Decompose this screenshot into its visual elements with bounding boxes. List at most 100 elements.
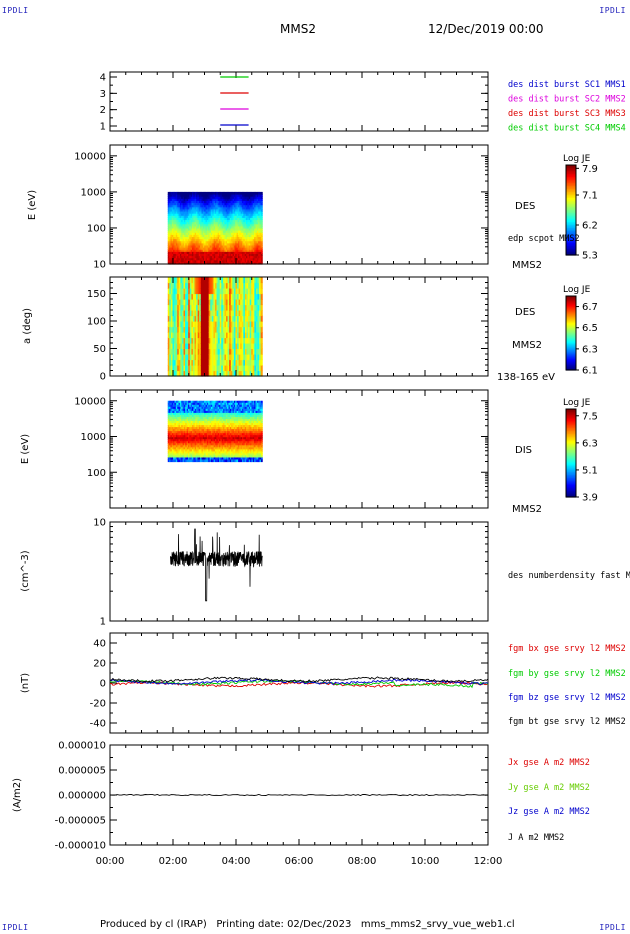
des-pitch-cell — [188, 348, 191, 355]
des-pitch-cell — [246, 310, 249, 317]
des-energy-cell — [235, 234, 238, 238]
des-pitch-cell — [248, 326, 251, 333]
des-energy-cell — [198, 227, 201, 231]
des-energy-cell — [232, 210, 235, 214]
dis-energy-cell — [204, 429, 207, 432]
des-energy-cell — [223, 225, 225, 229]
des-pitch-cell — [199, 370, 202, 377]
dis-energy-cell — [190, 410, 193, 414]
des-pitch-cell — [189, 343, 192, 350]
dis-energy-cell — [171, 416, 174, 420]
des-pitch-cell — [244, 326, 247, 333]
des-energy-cell — [248, 261, 251, 265]
des-energy-cell — [189, 206, 192, 210]
des-pitch-cell — [192, 299, 196, 306]
des-energy-cell — [188, 238, 190, 242]
des-energy-cell — [247, 221, 250, 225]
des-energy-cell — [174, 251, 177, 254]
des-energy-cell — [170, 240, 173, 244]
dis-energy-cell — [170, 429, 173, 432]
dis-energy-cell — [197, 423, 200, 426]
des-energy-cell — [256, 198, 259, 201]
des-energy-cell — [213, 208, 216, 212]
des-energy-cell — [242, 257, 244, 261]
des-energy-cell — [209, 259, 212, 263]
dis-energy-cell — [201, 423, 204, 426]
des-pitch-cell — [202, 370, 205, 377]
des-pitch-cell — [177, 370, 180, 377]
dis-energy-cell — [210, 406, 213, 410]
dis-energy-cell — [169, 416, 171, 420]
des-energy-cell — [246, 244, 248, 248]
des-energy-cell — [205, 257, 208, 261]
des-pitch-cell — [237, 365, 240, 372]
des-energy-cell — [171, 221, 174, 225]
des-energy-cell — [231, 227, 234, 231]
des-energy-cell — [247, 210, 250, 214]
dis-energy-cell — [183, 455, 186, 459]
des-pitch-colorbar-cell — [566, 346, 576, 349]
des-energy-cell — [232, 204, 235, 208]
des-energy-cell — [188, 251, 190, 254]
des-energy-cell — [252, 247, 255, 250]
des-energy-cell — [240, 236, 243, 240]
dis-energy-cell — [183, 431, 186, 434]
des-energy-cell — [227, 196, 229, 199]
dis-energy-cell — [198, 439, 201, 442]
des-energy-cell — [260, 230, 263, 233]
des-pitch-colorbar-cell — [566, 347, 576, 350]
des-pitch-cell — [178, 315, 181, 322]
des-pitch-cell — [257, 304, 260, 311]
dis-energy-cell — [204, 404, 207, 408]
des-energy-cell — [258, 206, 261, 210]
des-energy-cell — [198, 200, 201, 204]
des-energy-cell — [220, 242, 223, 246]
dis-energy-cell — [171, 414, 174, 418]
des-pitch-cell — [211, 365, 214, 372]
des-energy-cell — [179, 232, 182, 235]
des-pitch-cell — [189, 288, 192, 295]
des-energy-cell — [178, 257, 181, 261]
des-pitch-cell — [238, 337, 241, 344]
dis-energy-cell — [169, 414, 171, 418]
des-pitch-cell — [194, 332, 197, 339]
dis-energy-cell — [167, 412, 170, 416]
des-energy-cell — [182, 234, 185, 238]
des-energy-cell — [169, 244, 171, 248]
des-energy-cell — [181, 230, 184, 233]
des-energy-cell — [242, 213, 244, 216]
dis-energy-cell — [192, 423, 194, 426]
des-energy-cell — [258, 232, 261, 235]
dis-energy-cell — [210, 431, 213, 434]
dis-energy-cell — [208, 441, 211, 444]
des-energy-cell — [219, 257, 221, 261]
des-energy-cell — [209, 206, 212, 210]
des-pitch-cell — [213, 359, 216, 366]
des-energy-cell — [260, 196, 263, 199]
dis-energy-cell — [171, 451, 174, 454]
dis-energy-cell — [169, 441, 171, 444]
des-energy-cell — [202, 259, 205, 263]
dis-energy-cell — [202, 435, 205, 438]
des-energy-cell — [206, 208, 209, 212]
dis-energy-cell — [193, 418, 196, 422]
des-energy-cell — [229, 206, 232, 210]
des-energy-cell — [260, 234, 263, 238]
dis-energy-cell — [205, 449, 208, 452]
des-energy-cell — [188, 200, 190, 204]
dis-energy-cell — [216, 400, 219, 404]
des-pitch-cell — [224, 293, 227, 300]
des-energy-cell — [189, 259, 192, 263]
des-energy-cell — [231, 255, 234, 259]
des-energy-cell — [246, 227, 248, 231]
dis-energy-cell — [182, 418, 185, 422]
dis-energy-cell — [173, 400, 175, 404]
des-energy-cell — [197, 194, 200, 197]
des-pitch-cell — [207, 277, 210, 284]
des-pitch-cell — [226, 321, 229, 328]
des-energy-cell — [242, 251, 244, 254]
des-energy-cell — [216, 230, 219, 233]
dis-energy-cell — [170, 433, 173, 436]
dis-energy-cell — [205, 441, 208, 444]
dis-energy-cell — [182, 404, 185, 408]
